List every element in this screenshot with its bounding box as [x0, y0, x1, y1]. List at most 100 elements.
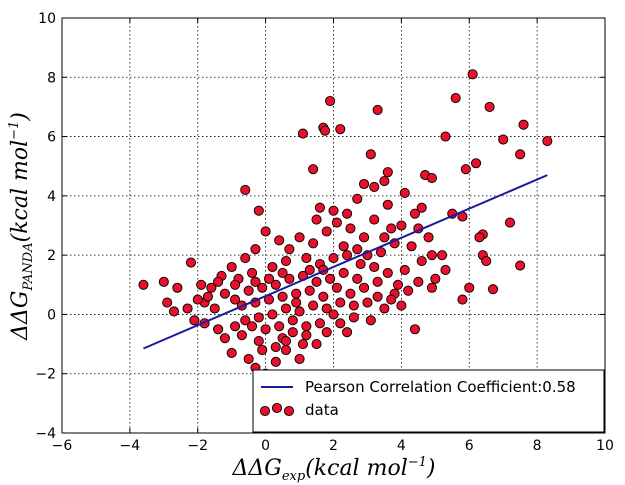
data-point [515, 149, 526, 160]
data-point [246, 267, 258, 278]
data-point [372, 276, 383, 287]
data-point [372, 104, 383, 115]
data-point [277, 291, 288, 302]
data-point [270, 341, 281, 353]
data-point [172, 282, 183, 293]
data-point [342, 327, 353, 338]
data-point [253, 205, 264, 216]
data-point [230, 294, 241, 305]
data-point [240, 315, 251, 326]
y-axis-label: ΔΔGPANDA(kcal mol−1) [7, 112, 36, 341]
data-point [284, 244, 295, 255]
data-point [257, 344, 268, 356]
data-point [386, 294, 397, 305]
data-point [409, 208, 421, 219]
x-axis-label: ΔΔGexp(kcal mol−1) [231, 455, 435, 484]
x-tick-label: 6 [465, 438, 474, 454]
data-point [352, 273, 363, 284]
data-point [386, 223, 397, 234]
y-tick-label: 0 [47, 307, 56, 323]
data-point [294, 306, 305, 317]
data-point [294, 353, 305, 364]
data-point [365, 149, 376, 160]
data-point [437, 250, 448, 261]
data-point [311, 276, 322, 287]
y-tick-label: 2 [47, 248, 56, 264]
data-point [226, 347, 237, 359]
data-point [294, 232, 305, 243]
x-tick-label: −4 [120, 438, 141, 454]
data-point [250, 276, 261, 287]
data-point [297, 128, 309, 139]
x-tick-label: 8 [533, 438, 542, 454]
data-point [162, 297, 173, 308]
y-tick-label: 6 [47, 130, 56, 146]
data-point [209, 303, 220, 314]
data-point [202, 291, 213, 302]
data-point [369, 181, 380, 193]
data-point [311, 214, 322, 225]
data-point [213, 276, 224, 287]
data-point [396, 220, 407, 231]
data-point [185, 257, 197, 268]
data-point [382, 167, 393, 178]
data-point [498, 134, 509, 145]
data-point [504, 217, 516, 228]
legend-label-data: data [305, 401, 339, 419]
data-point [280, 303, 292, 314]
data-point [379, 303, 390, 314]
data-point [158, 276, 169, 287]
data-point [219, 333, 230, 344]
data-point [365, 315, 376, 326]
data-point [331, 217, 342, 228]
data-point [304, 264, 315, 276]
data-point [168, 306, 180, 317]
data-point [362, 297, 373, 308]
data-point [464, 282, 475, 293]
data-point [287, 315, 298, 326]
data-point [250, 244, 261, 255]
data-point [297, 339, 309, 350]
data-point [304, 285, 315, 296]
legend-box [252, 369, 605, 433]
data-point [379, 232, 390, 243]
data-point [236, 330, 247, 341]
x-tick-label: 0 [261, 438, 270, 454]
data-point [392, 279, 404, 290]
data-point [487, 284, 499, 295]
data-point [267, 309, 278, 320]
data-point [280, 336, 292, 347]
data-point [219, 288, 230, 299]
data-point [270, 356, 281, 367]
data-point [321, 303, 332, 314]
data-point [230, 279, 241, 290]
legend-dots-marker [259, 402, 295, 417]
data-point [243, 285, 254, 296]
x-tick-label: −2 [187, 438, 208, 454]
data-point [403, 285, 414, 296]
data-point [467, 69, 478, 80]
data-point [358, 178, 370, 190]
data-point [260, 226, 271, 237]
data-point [331, 282, 342, 293]
data-point [230, 321, 241, 332]
data-point [413, 276, 424, 287]
data-point [369, 261, 380, 273]
data-point [352, 193, 363, 204]
data-point [335, 297, 346, 308]
data-point [328, 253, 339, 264]
data-point [206, 282, 217, 293]
data-point [542, 135, 553, 147]
data-point [409, 324, 421, 335]
data-point [301, 321, 312, 332]
data-point [182, 303, 193, 314]
data-point [515, 260, 526, 271]
y-tick-label: −2 [35, 367, 56, 383]
data-point [246, 321, 258, 332]
data-point [311, 339, 322, 350]
legend-dot [259, 405, 271, 417]
data-point [430, 273, 441, 284]
data-point [308, 300, 319, 311]
data-point [267, 261, 278, 273]
data-point [382, 199, 393, 210]
